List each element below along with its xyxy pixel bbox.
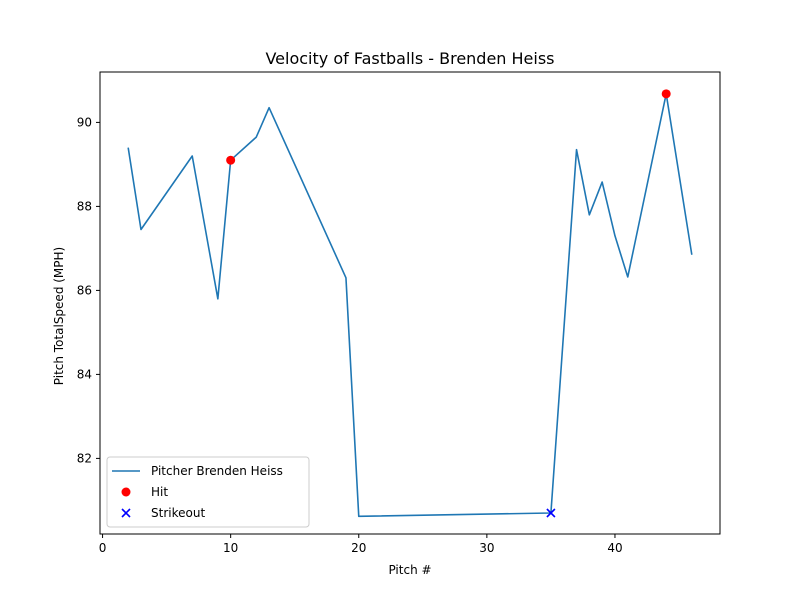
x-axis-label: Pitch # xyxy=(388,563,431,577)
y-tick-label: 90 xyxy=(77,115,92,129)
legend-circle-marker xyxy=(121,487,131,497)
hit-point xyxy=(661,89,671,99)
legend-item: Hit xyxy=(121,485,168,499)
chart-title: Velocity of Fastballs - Brenden Heiss xyxy=(265,49,554,68)
legend-item: Strikeout xyxy=(121,506,205,520)
legend-x-marker xyxy=(121,508,131,518)
legend-label: Strikeout xyxy=(151,506,205,520)
y-tick-label: 82 xyxy=(77,451,92,465)
legend: Pitcher Brenden Heiss Hit Strikeout xyxy=(106,456,310,528)
y-tick-label: 88 xyxy=(77,199,92,213)
y-axis-label: Pitch TotalSpeed (MPH) xyxy=(52,247,66,385)
axis-ticks: 0 10 20 30 40 82 84 86 88 90 xyxy=(77,71,721,555)
legend-box xyxy=(106,456,310,528)
axes-frame xyxy=(99,71,721,535)
plot-area xyxy=(127,89,693,518)
x-tick-label: 30 xyxy=(479,541,494,555)
y-tick-label: 86 xyxy=(77,283,92,297)
legend-item: Pitcher Brenden Heiss xyxy=(112,464,283,478)
x-tick-label: 40 xyxy=(607,541,622,555)
x-tick-label: 10 xyxy=(223,541,238,555)
legend-label: Hit xyxy=(151,485,168,499)
y-tick-label: 84 xyxy=(77,367,92,381)
legend-label: Pitcher Brenden Heiss xyxy=(151,464,283,478)
x-tick-label: 0 xyxy=(99,541,107,555)
hit-point xyxy=(226,155,236,165)
series-line-0 xyxy=(127,93,693,518)
strikeout-point xyxy=(546,508,556,518)
x-tick-label: 20 xyxy=(351,541,366,555)
